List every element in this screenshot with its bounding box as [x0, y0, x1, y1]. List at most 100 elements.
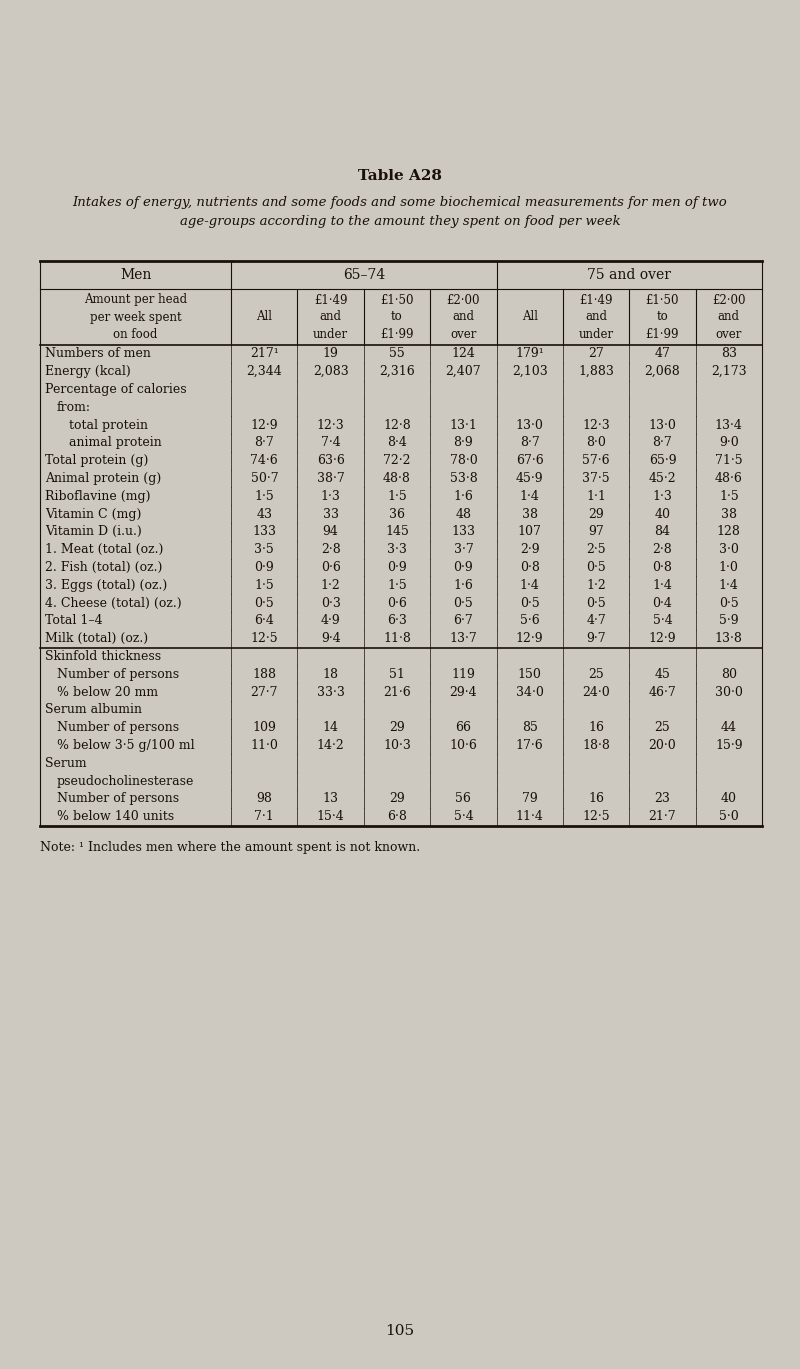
Text: 6·8: 6·8 — [387, 810, 407, 823]
Text: 0·5: 0·5 — [586, 597, 606, 609]
Text: 8·7: 8·7 — [653, 437, 672, 449]
Text: 40: 40 — [721, 793, 737, 805]
Text: 0·5: 0·5 — [520, 597, 540, 609]
Text: 84: 84 — [654, 526, 670, 538]
Text: 12·9: 12·9 — [649, 632, 676, 645]
Text: 38: 38 — [721, 508, 737, 520]
Text: 2,316: 2,316 — [379, 366, 415, 378]
Text: Riboflavine (mg): Riboflavine (mg) — [45, 490, 150, 502]
Text: 150: 150 — [518, 668, 542, 680]
Text: 12·3: 12·3 — [317, 419, 345, 431]
Text: 133: 133 — [451, 526, 475, 538]
Text: £2·00
and
over: £2·00 and over — [446, 293, 480, 341]
Text: 66: 66 — [455, 721, 471, 734]
Text: 2,068: 2,068 — [645, 366, 680, 378]
Text: 0·6: 0·6 — [387, 597, 407, 609]
Text: animal protein: animal protein — [69, 437, 162, 449]
Text: 1,883: 1,883 — [578, 366, 614, 378]
Text: 71·5: 71·5 — [715, 455, 742, 467]
Text: 74·6: 74·6 — [250, 455, 278, 467]
Text: 4. Cheese (total) (oz.): 4. Cheese (total) (oz.) — [45, 597, 182, 609]
Text: 0·8: 0·8 — [520, 561, 540, 574]
Text: 179¹: 179¹ — [515, 348, 544, 360]
Text: 15·4: 15·4 — [317, 810, 345, 823]
Text: 10·3: 10·3 — [383, 739, 411, 752]
Text: 8·4: 8·4 — [387, 437, 407, 449]
Text: 36: 36 — [389, 508, 405, 520]
Text: 14·2: 14·2 — [317, 739, 345, 752]
Text: 98: 98 — [256, 793, 272, 805]
Text: 12·3: 12·3 — [582, 419, 610, 431]
Text: Amount per head
per week spent
on food: Amount per head per week spent on food — [84, 293, 187, 341]
Text: £1·49
and
under: £1·49 and under — [578, 293, 614, 341]
Text: 5·6: 5·6 — [520, 615, 540, 627]
Text: 56: 56 — [455, 793, 471, 805]
Text: 2,407: 2,407 — [446, 366, 482, 378]
Text: pseudocholinesterase: pseudocholinesterase — [57, 775, 194, 787]
Text: 55: 55 — [389, 348, 405, 360]
Text: Number of persons: Number of persons — [57, 721, 179, 734]
Text: 27·7: 27·7 — [250, 686, 278, 698]
Text: 12·9: 12·9 — [250, 419, 278, 431]
Text: 9·0: 9·0 — [719, 437, 738, 449]
Text: 6·7: 6·7 — [454, 615, 474, 627]
Text: 19: 19 — [322, 348, 338, 360]
Text: 6·4: 6·4 — [254, 615, 274, 627]
Text: Vitamin D (i.u.): Vitamin D (i.u.) — [45, 526, 142, 538]
Text: 11·4: 11·4 — [516, 810, 544, 823]
Text: 8·9: 8·9 — [454, 437, 474, 449]
Text: 7·4: 7·4 — [321, 437, 341, 449]
Text: Note: ¹ Includes men where the amount spent is not known.: Note: ¹ Includes men where the amount sp… — [40, 841, 420, 854]
Text: 3·3: 3·3 — [387, 543, 407, 556]
Text: 3·7: 3·7 — [454, 543, 474, 556]
Text: 1·4: 1·4 — [520, 579, 540, 591]
Text: 2,103: 2,103 — [512, 366, 548, 378]
Text: 47: 47 — [654, 348, 670, 360]
Text: 34·0: 34·0 — [516, 686, 544, 698]
Text: 0·3: 0·3 — [321, 597, 341, 609]
Text: 53·8: 53·8 — [450, 472, 478, 485]
Text: 11·8: 11·8 — [383, 632, 411, 645]
Text: 13·7: 13·7 — [450, 632, 478, 645]
Text: 29: 29 — [389, 793, 405, 805]
Text: 3. Eggs (total) (oz.): 3. Eggs (total) (oz.) — [45, 579, 167, 591]
Text: 6·3: 6·3 — [387, 615, 407, 627]
Text: 1·3: 1·3 — [653, 490, 673, 502]
Text: 33: 33 — [322, 508, 338, 520]
Text: total protein: total protein — [69, 419, 148, 431]
Text: All: All — [256, 311, 272, 323]
Text: 5·0: 5·0 — [719, 810, 738, 823]
Text: 9·4: 9·4 — [321, 632, 341, 645]
Text: 12·9: 12·9 — [516, 632, 543, 645]
Text: 128: 128 — [717, 526, 741, 538]
Text: 72·2: 72·2 — [383, 455, 410, 467]
Text: 1·5: 1·5 — [254, 490, 274, 502]
Text: 3·0: 3·0 — [719, 543, 738, 556]
Text: 1·4: 1·4 — [719, 579, 738, 591]
Text: 85: 85 — [522, 721, 538, 734]
Text: 24·0: 24·0 — [582, 686, 610, 698]
Text: 43: 43 — [256, 508, 272, 520]
Text: Animal protein (g): Animal protein (g) — [45, 472, 162, 485]
Text: 50·7: 50·7 — [250, 472, 278, 485]
Text: 14: 14 — [322, 721, 338, 734]
Text: 2,173: 2,173 — [711, 366, 746, 378]
Text: 18·8: 18·8 — [582, 739, 610, 752]
Text: 119: 119 — [451, 668, 475, 680]
Text: 0·5: 0·5 — [719, 597, 738, 609]
Text: Serum: Serum — [45, 757, 86, 769]
Text: from:: from: — [57, 401, 91, 413]
Text: 65–74: 65–74 — [342, 268, 385, 282]
Text: 16: 16 — [588, 793, 604, 805]
Text: 25: 25 — [588, 668, 604, 680]
Text: Number of persons: Number of persons — [57, 793, 179, 805]
Text: Total 1–4: Total 1–4 — [45, 615, 102, 627]
Text: 1·1: 1·1 — [586, 490, 606, 502]
Text: 4·9: 4·9 — [321, 615, 341, 627]
Text: 8·0: 8·0 — [586, 437, 606, 449]
Text: Intakes of energy, nutrients and some foods and some biochemical measurements fo: Intakes of energy, nutrients and some fo… — [73, 196, 727, 229]
Text: 57·6: 57·6 — [582, 455, 610, 467]
Text: 11·0: 11·0 — [250, 739, 278, 752]
Text: 97: 97 — [588, 526, 604, 538]
Text: 27: 27 — [588, 348, 604, 360]
